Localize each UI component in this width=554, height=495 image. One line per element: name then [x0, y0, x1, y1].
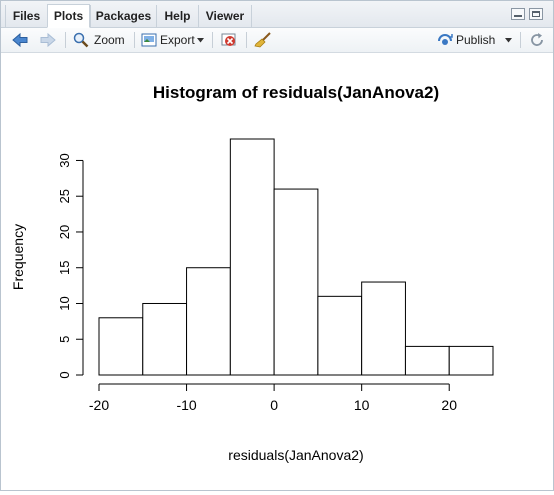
arrow-right-icon[interactable] [39, 32, 57, 48]
broom-icon[interactable] [254, 32, 272, 48]
histogram-bar [229, 138, 275, 376]
y-tick-label: 0 [57, 371, 72, 378]
histogram-bar [142, 302, 188, 376]
tab-files[interactable]: Files [5, 5, 47, 27]
minimize-pane-button[interactable] [511, 8, 525, 20]
histogram-bar [448, 345, 494, 376]
x-tick-label: 10 [354, 397, 370, 413]
plots-toolbar: Zoom Export Publ [1, 28, 553, 53]
export-image-icon[interactable] [141, 32, 157, 48]
magnifier-icon[interactable] [73, 32, 89, 48]
x-axis-label: residuals(JanAnova2) [228, 447, 363, 463]
publish-icon[interactable] [437, 32, 453, 48]
y-tick-label: 30 [57, 153, 72, 167]
x-tick-label: -10 [176, 397, 196, 413]
remove-plot-icon[interactable] [221, 32, 237, 48]
y-tick-label: 25 [57, 189, 72, 203]
tab-viewer[interactable]: Viewer [198, 5, 252, 27]
chart-title: Histogram of residuals(JanAnova2) [153, 83, 439, 102]
zoom-button[interactable]: Zoom [94, 33, 125, 47]
pane-tab-bar: Files Plots Packages Help Viewer [1, 1, 553, 28]
chevron-down-icon [197, 38, 204, 43]
export-button[interactable]: Export [160, 33, 195, 47]
tab-plots[interactable]: Plots [47, 4, 90, 28]
y-tick-label: 15 [57, 260, 72, 274]
y-tick-label: 5 [57, 336, 72, 343]
y-axis-label: Frequency [10, 224, 26, 290]
x-tick-label: -20 [89, 397, 109, 413]
tab-packages[interactable]: Packages [90, 5, 156, 27]
histogram-bar [273, 188, 319, 376]
histogram-chart: Histogram of residuals(JanAnova2) Freque… [10, 83, 494, 463]
x-tick-label: 0 [270, 397, 278, 413]
publish-button[interactable]: Publish [456, 33, 496, 47]
tab-help[interactable]: Help [156, 5, 198, 27]
arrow-left-icon[interactable] [11, 32, 29, 48]
histogram-bar [361, 281, 406, 376]
y-tick-label: 10 [57, 296, 72, 310]
maximize-pane-button[interactable] [529, 8, 543, 20]
histogram-bar [186, 267, 231, 376]
x-tick-label: 20 [441, 397, 457, 413]
chevron-down-icon[interactable] [505, 38, 512, 43]
plot-area: Histogram of residuals(JanAnova2) Freque… [1, 53, 553, 490]
histogram-bar [98, 317, 144, 376]
histogram-bar [317, 295, 363, 376]
y-tick-label: 20 [57, 225, 72, 239]
histogram-bar [404, 345, 450, 376]
refresh-icon[interactable] [529, 32, 545, 48]
